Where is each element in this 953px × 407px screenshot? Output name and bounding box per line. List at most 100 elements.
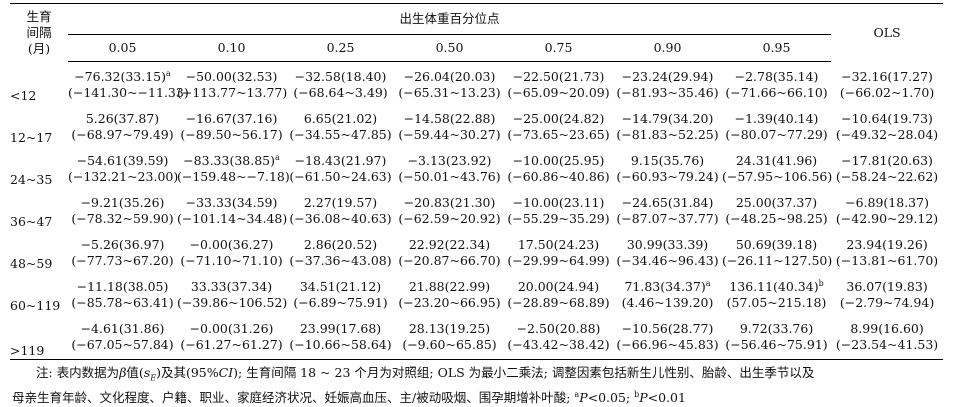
confidence-interval-cell: (−55.29~35.29) bbox=[507, 211, 610, 226]
confidence-interval-cell: (−80.07~77.29) bbox=[725, 127, 828, 142]
note-p1: P bbox=[579, 389, 588, 405]
table-row: >119 −4.61(31.86) −0.00(31.26) 23.99(17.68)… bbox=[10, 314, 943, 360]
estimate-value: 9.15(35.76) bbox=[630, 153, 705, 168]
confidence-interval-cell: (−67.05~57.84) bbox=[68, 337, 177, 360]
percentile-header-6: 0.95 bbox=[722, 34, 832, 62]
estimate-cell: −26.04(20.03) bbox=[395, 62, 504, 86]
estimate-value: −32.16(17.27) bbox=[841, 69, 933, 84]
estimate-cell: 24.31(41.96) bbox=[722, 146, 831, 169]
estimate-cell: −14.58(22.88) bbox=[395, 104, 504, 127]
estimate-value: −83.33(38.85) bbox=[183, 153, 275, 168]
table-row-ci: (−85.78~63.41) (−39.86~106.52) (−6.89~75.9… bbox=[10, 295, 943, 314]
note-sup-b: b bbox=[634, 389, 640, 399]
significance-marker: a bbox=[275, 152, 280, 162]
confidence-interval-cell: (−23.20~66.95) bbox=[398, 295, 501, 310]
estimate-cell: −11.18(38.05) bbox=[68, 272, 177, 295]
percentile-header-5: 0.90 bbox=[613, 34, 722, 62]
confidence-interval-cell: (−29.99~64.99) bbox=[507, 253, 610, 268]
estimate-value: −76.32(33.15) bbox=[74, 69, 166, 84]
estimate-cell: −50.00(32.53) bbox=[177, 62, 286, 86]
confidence-interval-cell: (−159.48~−7.18) bbox=[177, 169, 290, 184]
estimate-value: −20.83(21.30) bbox=[403, 195, 496, 210]
note-rest1: ); 生育间隔 18 ~ 23 个月为对照组; OLS 为最小二乘法; 调整因素… bbox=[233, 365, 815, 380]
estimate-cell: −17.81(20.63) bbox=[831, 146, 943, 169]
estimate-cell: −3.13(23.92) bbox=[395, 146, 504, 169]
estimate-value: −1.39(40.14) bbox=[734, 111, 819, 126]
percentile-group-header: 出生体重百分位点 bbox=[68, 3, 832, 35]
confidence-interval-cell: (−71.10~71.10) bbox=[180, 253, 283, 268]
confidence-interval-cell: (−42.90~29.12) bbox=[835, 211, 939, 226]
confidence-interval-cell: (−62.59~20.92) bbox=[398, 211, 501, 226]
estimate-value: −10.00(25.95) bbox=[512, 153, 605, 168]
confidence-interval-cell: (−58.24~22.62) bbox=[835, 169, 939, 184]
estimate-value: −54.61(39.59) bbox=[76, 153, 169, 168]
confidence-interval-cell: (57.05~215.18) bbox=[726, 295, 827, 310]
estimate-cell: 36.07(19.83) bbox=[831, 272, 943, 295]
confidence-interval-cell: (−6.89~75.91) bbox=[293, 295, 388, 310]
estimate-cell: 21.88(22.99) bbox=[395, 272, 504, 295]
confidence-interval-cell: (−39.86~106.52) bbox=[177, 295, 288, 310]
confidence-interval-cell: (−85.78~63.41) bbox=[71, 295, 174, 310]
estimate-value: −18.43(21.97) bbox=[294, 153, 387, 168]
estimate-cell: −23.24(29.94) bbox=[613, 62, 722, 86]
estimate-value: −33.33(34.59) bbox=[185, 195, 278, 210]
estimate-value: 20.00(24.94) bbox=[517, 279, 600, 294]
estimate-value: 2.86(20.52) bbox=[303, 237, 378, 252]
ols-header: OLS bbox=[831, 3, 944, 62]
confidence-interval-cell: (−61.27~61.27) bbox=[177, 337, 286, 360]
row-label: 24~35 bbox=[10, 172, 53, 187]
estimate-value: −26.04(20.03) bbox=[403, 69, 496, 84]
estimate-cell: 30.99(33.39) bbox=[613, 230, 722, 253]
estimate-value: −25.00(24.82) bbox=[512, 111, 605, 126]
estimate-value: 2.27(19.57) bbox=[303, 195, 378, 210]
estimate-cell: 2.27(19.57) bbox=[286, 188, 395, 211]
estimate-cell: 9.72(33.76) bbox=[722, 314, 831, 337]
confidence-interval-cell: (−65.09~20.09) bbox=[507, 85, 610, 100]
estimate-value: 22.92(22.34) bbox=[408, 237, 491, 252]
estimate-cell: 23.99(17.68) bbox=[286, 314, 395, 337]
row-label: <12 bbox=[10, 88, 37, 103]
estimate-cell: −5.26(36.97) bbox=[68, 230, 177, 253]
estimate-cell: 22.92(22.34) bbox=[395, 230, 504, 253]
note-p2: P bbox=[639, 389, 648, 405]
note-mid2: )及其(95% bbox=[156, 365, 219, 380]
table-row: 36~47 −9.21(35.26) −33.33(34.59) 2.27(19.57… bbox=[10, 188, 943, 229]
confidence-interval-cell: (−28.89~68.89) bbox=[507, 295, 610, 310]
confidence-interval-cell: (−26.11~127.50) bbox=[722, 253, 833, 268]
confidence-interval-cell: (−2.79~74.94) bbox=[839, 295, 935, 310]
table-row: 24~35 −54.61(39.59) −83.33(38.85)a −18.43(2… bbox=[10, 146, 943, 187]
estimate-cell: 5.26(37.87) bbox=[68, 104, 177, 127]
estimate-cell: 23.94(19.26) bbox=[831, 230, 943, 253]
confidence-interval-cell: (−34.46~96.43) bbox=[616, 253, 719, 268]
table-row: 48~59 −5.26(36.97) −0.00(36.27) 2.86(20.52)… bbox=[10, 230, 943, 271]
table-row: <12 −76.32(33.15)a −50.00(32.53) −32.58(18.… bbox=[10, 62, 943, 103]
row-label: 60~119 bbox=[10, 298, 61, 313]
table-row-ci: (−141.30~−11.33) (−113.77~13.77) (−68.64~3… bbox=[10, 85, 943, 104]
estimate-value: 25.00(37.37) bbox=[735, 195, 818, 210]
confidence-interval-cell: (−132.21~23.00) bbox=[68, 169, 179, 184]
estimate-cell: 71.83(34.37)a bbox=[613, 272, 722, 295]
estimate-value: −32.58(18.40) bbox=[294, 69, 387, 84]
estimate-cell: −0.00(36.27) bbox=[177, 230, 286, 253]
estimate-cell: −10.64(19.73) bbox=[831, 104, 943, 127]
estimate-cell: 34.51(21.12) bbox=[286, 272, 395, 295]
estimate-cell: 8.99(16.60) bbox=[831, 314, 943, 337]
estimate-value: 34.51(21.12) bbox=[299, 279, 382, 294]
estimate-value: −16.67(37.16) bbox=[185, 111, 278, 126]
confidence-interval-cell: (−60.93~79.24) bbox=[616, 169, 719, 184]
estimate-cell: −33.33(34.59) bbox=[177, 188, 286, 211]
table-row-ci: (−132.21~23.00) (−159.48~−7.18) (−61.50~24… bbox=[10, 169, 943, 188]
estimate-cell: 6.65(21.02) bbox=[286, 104, 395, 127]
estimate-cell: 25.00(37.37) bbox=[722, 188, 831, 211]
estimate-value: −10.00(23.11) bbox=[512, 195, 605, 210]
estimate-value: 33.33(37.34) bbox=[190, 279, 273, 294]
estimate-cell: −0.00(31.26) bbox=[177, 314, 286, 337]
estimate-value: 9.72(33.76) bbox=[739, 321, 814, 336]
note-line2: 母亲生育年龄、文化程度、户籍、职业、家庭经济状况、妊娠高血压、主/被动吸烟、围孕… bbox=[12, 389, 575, 405]
estimate-value: −9.21(35.26) bbox=[80, 195, 165, 210]
note-prefix: 注: 表内数据为 bbox=[36, 365, 120, 380]
note-ci: CI bbox=[218, 365, 234, 380]
estimate-cell: −10.56(28.77) bbox=[613, 314, 722, 337]
estimate-value: −4.61(31.86) bbox=[80, 321, 165, 336]
confidence-interval-cell: (−48.25~98.25) bbox=[725, 211, 828, 226]
